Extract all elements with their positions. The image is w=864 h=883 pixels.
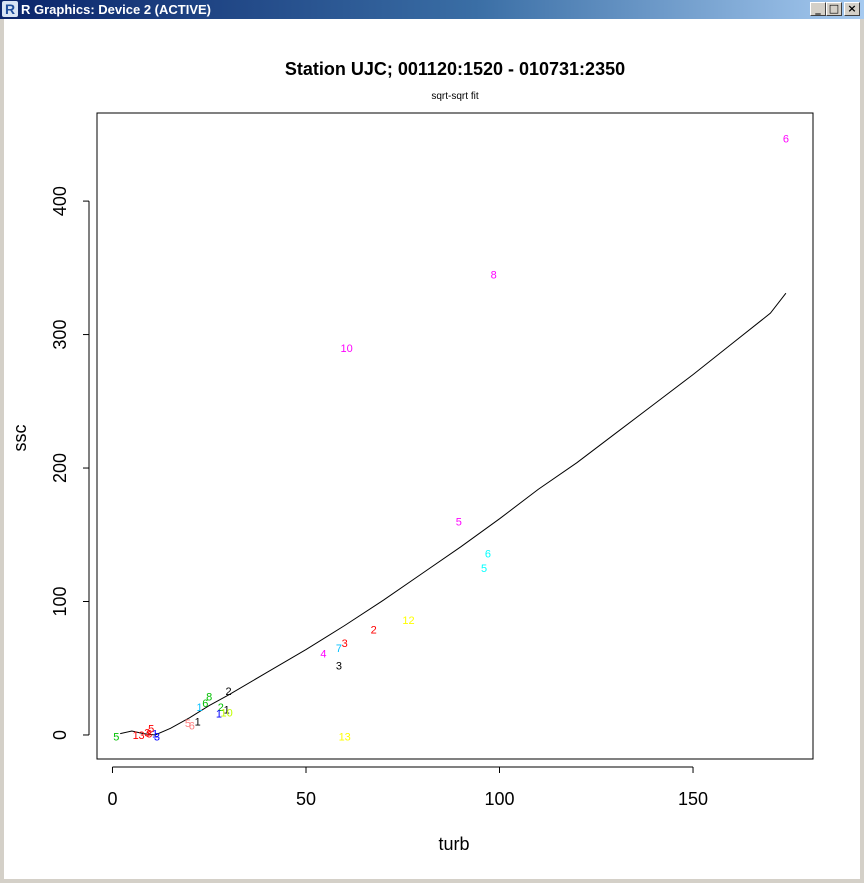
data-point-label: 1 xyxy=(216,709,222,721)
data-point-label: 1 xyxy=(196,702,202,714)
y-tick-label: 400 xyxy=(50,186,70,216)
data-point-label: 1 xyxy=(224,705,230,717)
data-point-label: 4 xyxy=(320,649,326,661)
data-point-label: 3 xyxy=(138,730,144,742)
y-tick-label: 0 xyxy=(50,730,70,740)
data-point-label: 1 xyxy=(133,730,139,742)
y-tick-label: 200 xyxy=(50,453,70,483)
data-point-label: 3 xyxy=(154,731,160,743)
x-axis-label: turb xyxy=(438,834,469,854)
title-bar[interactable]: R R Graphics: Device 2 (ACTIVE) _ □ × xyxy=(0,0,864,19)
data-point-label: 1 xyxy=(195,717,201,729)
x-axis: 0 50 100 150 xyxy=(107,766,708,809)
maximize-button[interactable]: □ xyxy=(826,2,842,16)
y-tick-label: 300 xyxy=(50,320,70,350)
data-point-label: 10 xyxy=(221,707,233,719)
graphics-canvas: Station UJC; 001120:1520 - 010731:2350 s… xyxy=(4,19,860,879)
data-point-label: 3 xyxy=(336,661,342,673)
data-point-label: 6 xyxy=(189,721,195,733)
data-point-label: 13 xyxy=(339,731,351,743)
close-button[interactable]: × xyxy=(844,2,860,16)
x-tick-label: 0 xyxy=(107,789,117,809)
x-tick-label: 50 xyxy=(296,789,316,809)
r-logo-icon: R xyxy=(2,1,18,17)
data-point-label: 6 xyxy=(202,698,208,710)
data-point-label: 5 xyxy=(185,718,191,730)
chart-subtitle: sqrt-sqrt fit xyxy=(431,91,478,102)
data-point-label: 12 xyxy=(402,615,414,627)
scatter-plot: Station UJC; 001120:1520 - 010731:2350 s… xyxy=(10,59,814,854)
data-point-label: 5 xyxy=(481,563,487,575)
data-point-label: 5 xyxy=(456,516,462,528)
data-point-label: 3 xyxy=(342,638,348,650)
data-point-label: 5 xyxy=(113,731,119,743)
chart-title: Station UJC; 001120:1520 - 010731:2350 xyxy=(285,59,625,79)
y-axis-label: ssc xyxy=(10,425,30,452)
data-point-label: 8 xyxy=(491,270,497,282)
data-point-label: 2 xyxy=(218,702,224,714)
x-tick-label: 100 xyxy=(484,789,514,809)
data-point-label: 8 xyxy=(146,729,152,741)
fit-line xyxy=(120,292,787,736)
data-point-label: 6 xyxy=(485,548,491,560)
data-point-label: 10 xyxy=(341,343,353,355)
y-axis: 0 100 200 300 400 xyxy=(50,186,90,740)
data-point-label: 5 xyxy=(148,723,154,735)
minimize-button[interactable]: _ xyxy=(810,2,826,16)
y-tick-label: 100 xyxy=(50,586,70,616)
x-tick-label: 150 xyxy=(678,789,708,809)
data-point-label: 2 xyxy=(226,686,232,698)
window-title: R Graphics: Device 2 (ACTIVE) xyxy=(21,2,211,17)
data-point-label: 7 xyxy=(336,643,342,655)
plot-frame xyxy=(96,112,814,760)
data-point-label: 2 xyxy=(371,625,377,637)
data-point-label: 6 xyxy=(783,133,789,145)
data-point-label: 3 xyxy=(144,727,150,739)
data-point-label: 8 xyxy=(206,691,212,703)
data-point-label: 1 xyxy=(152,729,158,741)
